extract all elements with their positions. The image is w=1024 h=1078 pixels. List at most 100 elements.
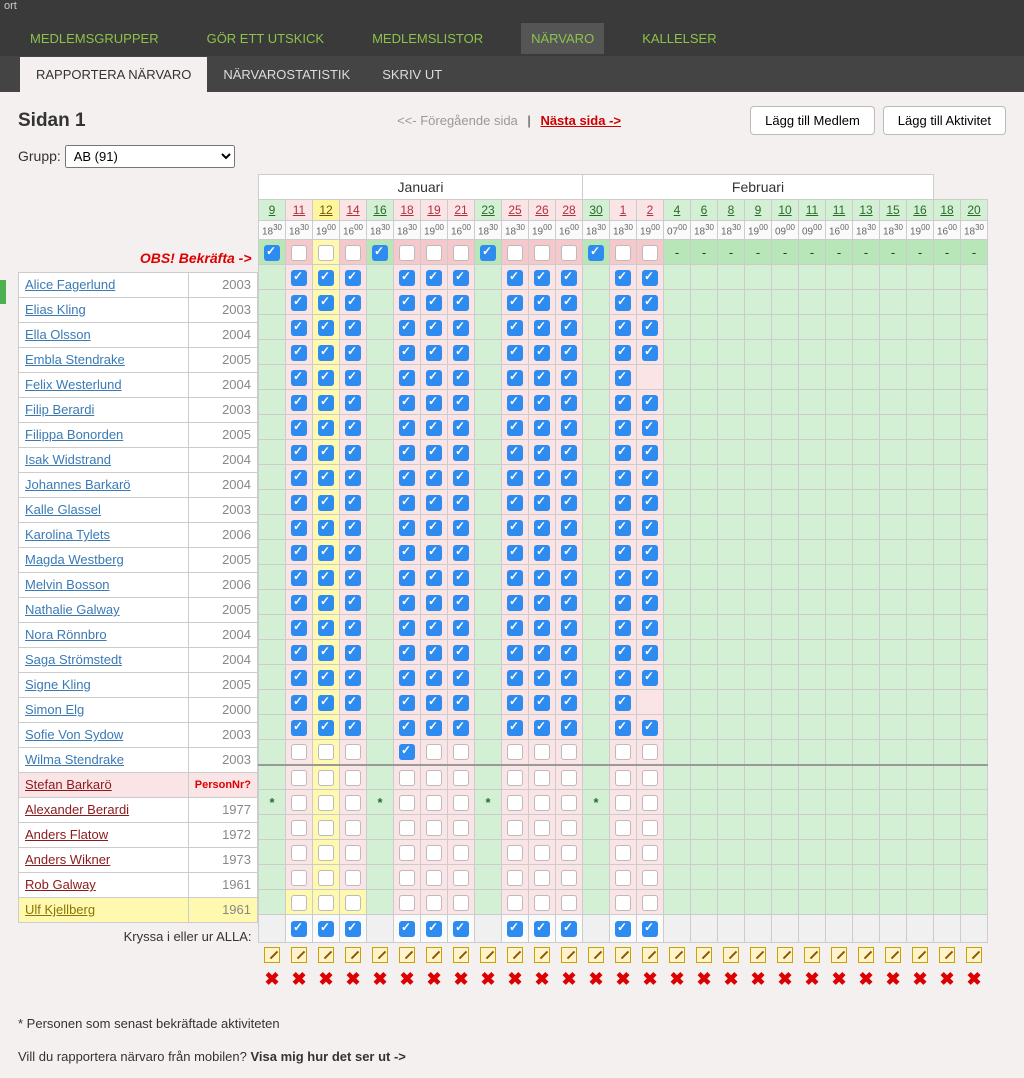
attendance-checkbox[interactable] [529,815,556,840]
attendance-checkbox[interactable] [529,340,556,365]
edit-activity-icon[interactable] [880,943,907,967]
attendance-checkbox[interactable] [448,590,475,615]
attendance-checkbox[interactable] [286,340,313,365]
attendance-checkbox[interactable] [286,640,313,665]
attendance-checkbox[interactable] [286,715,313,740]
attendance-checkbox[interactable] [610,540,637,565]
attendance-checkbox[interactable] [421,815,448,840]
delete-activity-icon[interactable]: ✖ [826,966,853,988]
attendance-checkbox[interactable] [610,440,637,465]
attendance-checkbox[interactable] [340,815,367,840]
mainnav-item[interactable]: GÖR ETT UTSKICK [197,23,335,54]
confirm-checkbox[interactable] [502,240,529,265]
attendance-checkbox[interactable] [340,640,367,665]
attendance-checkbox[interactable] [502,540,529,565]
attendance-checkbox[interactable] [448,540,475,565]
attendance-checkbox[interactable] [610,815,637,840]
attendance-checkbox[interactable] [502,840,529,865]
attendance-checkbox[interactable] [313,515,340,540]
attendance-checkbox[interactable] [448,490,475,515]
delete-activity-icon[interactable]: ✖ [502,966,529,988]
attendance-checkbox[interactable] [421,415,448,440]
pager-next[interactable]: Nästa sida -> [540,113,621,128]
attendance-checkbox[interactable] [529,415,556,440]
attendance-checkbox[interactable] [313,665,340,690]
attendance-checkbox[interactable] [313,390,340,415]
attendance-checkbox[interactable] [556,790,583,815]
attendance-checkbox[interactable] [448,340,475,365]
attendance-checkbox[interactable] [313,640,340,665]
attendance-checkbox[interactable] [313,790,340,815]
attendance-checkbox[interactable] [610,615,637,640]
attendance-checkbox[interactable] [421,340,448,365]
delete-activity-icon[interactable]: ✖ [367,966,394,988]
attendance-checkbox[interactable] [556,415,583,440]
attendance-checkbox[interactable] [556,715,583,740]
attendance-checkbox[interactable] [394,390,421,415]
delete-activity-icon[interactable]: ✖ [691,966,718,988]
attendance-checkbox[interactable] [286,790,313,815]
edit-activity-icon[interactable] [367,943,394,967]
member-link[interactable]: Filip Berardi [25,402,94,417]
attendance-checkbox[interactable] [394,565,421,590]
attendance-checkbox[interactable] [610,890,637,915]
day-header[interactable]: 13 [853,200,880,221]
attendance-checkbox[interactable] [610,665,637,690]
attendance-checkbox[interactable] [448,290,475,315]
attendance-checkbox[interactable] [610,715,637,740]
attendance-checkbox[interactable] [286,540,313,565]
attendance-checkbox[interactable] [313,565,340,590]
attendance-checkbox[interactable] [340,540,367,565]
delete-activity-icon[interactable]: ✖ [934,966,961,988]
add-member-button[interactable]: Lägg till Medlem [750,106,875,135]
edit-activity-icon[interactable] [313,943,340,967]
day-header[interactable]: 15 [880,200,907,221]
confirm-checkbox[interactable] [394,240,421,265]
attendance-checkbox[interactable] [448,815,475,840]
attendance-checkbox[interactable] [610,765,637,790]
member-link[interactable]: Nora Rönnbro [25,627,107,642]
attendance-checkbox[interactable] [637,890,664,915]
attendance-checkbox[interactable] [637,390,664,415]
attendance-checkbox[interactable] [637,490,664,515]
member-link[interactable]: Anders Wikner [25,852,110,867]
mainnav-item[interactable]: KALLELSER [632,23,726,54]
confirm-checkbox[interactable] [583,240,610,265]
delete-activity-icon[interactable]: ✖ [961,966,988,988]
day-header[interactable]: 28 [556,200,583,221]
attendance-checkbox[interactable] [556,615,583,640]
attendance-checkbox[interactable] [286,465,313,490]
edit-activity-icon[interactable] [394,943,421,967]
attendance-checkbox[interactable] [313,490,340,515]
attendance-checkbox[interactable] [529,390,556,415]
attendance-checkbox[interactable] [286,440,313,465]
attendance-checkbox[interactable] [313,440,340,465]
edit-activity-icon[interactable] [502,943,529,967]
day-header[interactable]: 6 [691,200,718,221]
attendance-checkbox[interactable] [286,890,313,915]
attendance-checkbox[interactable] [448,715,475,740]
confirm-checkbox[interactable] [313,240,340,265]
attendance-checkbox[interactable] [556,890,583,915]
attendance-checkbox[interactable] [556,840,583,865]
attendance-checkbox[interactable] [313,765,340,790]
member-link[interactable]: Johannes Barkarö [25,477,131,492]
attendance-checkbox[interactable] [556,315,583,340]
attendance-checkbox[interactable] [556,690,583,715]
attendance-checkbox[interactable] [394,440,421,465]
attendance-checkbox[interactable] [610,515,637,540]
attendance-checkbox[interactable] [421,865,448,890]
attendance-checkbox[interactable] [610,640,637,665]
member-link[interactable]: Elias Kling [25,302,86,317]
attendance-checkbox[interactable] [502,790,529,815]
attendance-checkbox[interactable] [421,665,448,690]
attendance-checkbox[interactable] [286,765,313,790]
attendance-checkbox[interactable] [529,440,556,465]
day-header[interactable]: 14 [340,200,367,221]
confirm-checkbox[interactable] [448,240,475,265]
check-all-checkbox[interactable] [313,915,340,943]
attendance-checkbox[interactable] [394,590,421,615]
mobile-link[interactable]: Visa mig hur det ser ut -> [250,1049,405,1064]
attendance-checkbox[interactable] [340,790,367,815]
group-select[interactable]: AB (91) [65,145,235,168]
